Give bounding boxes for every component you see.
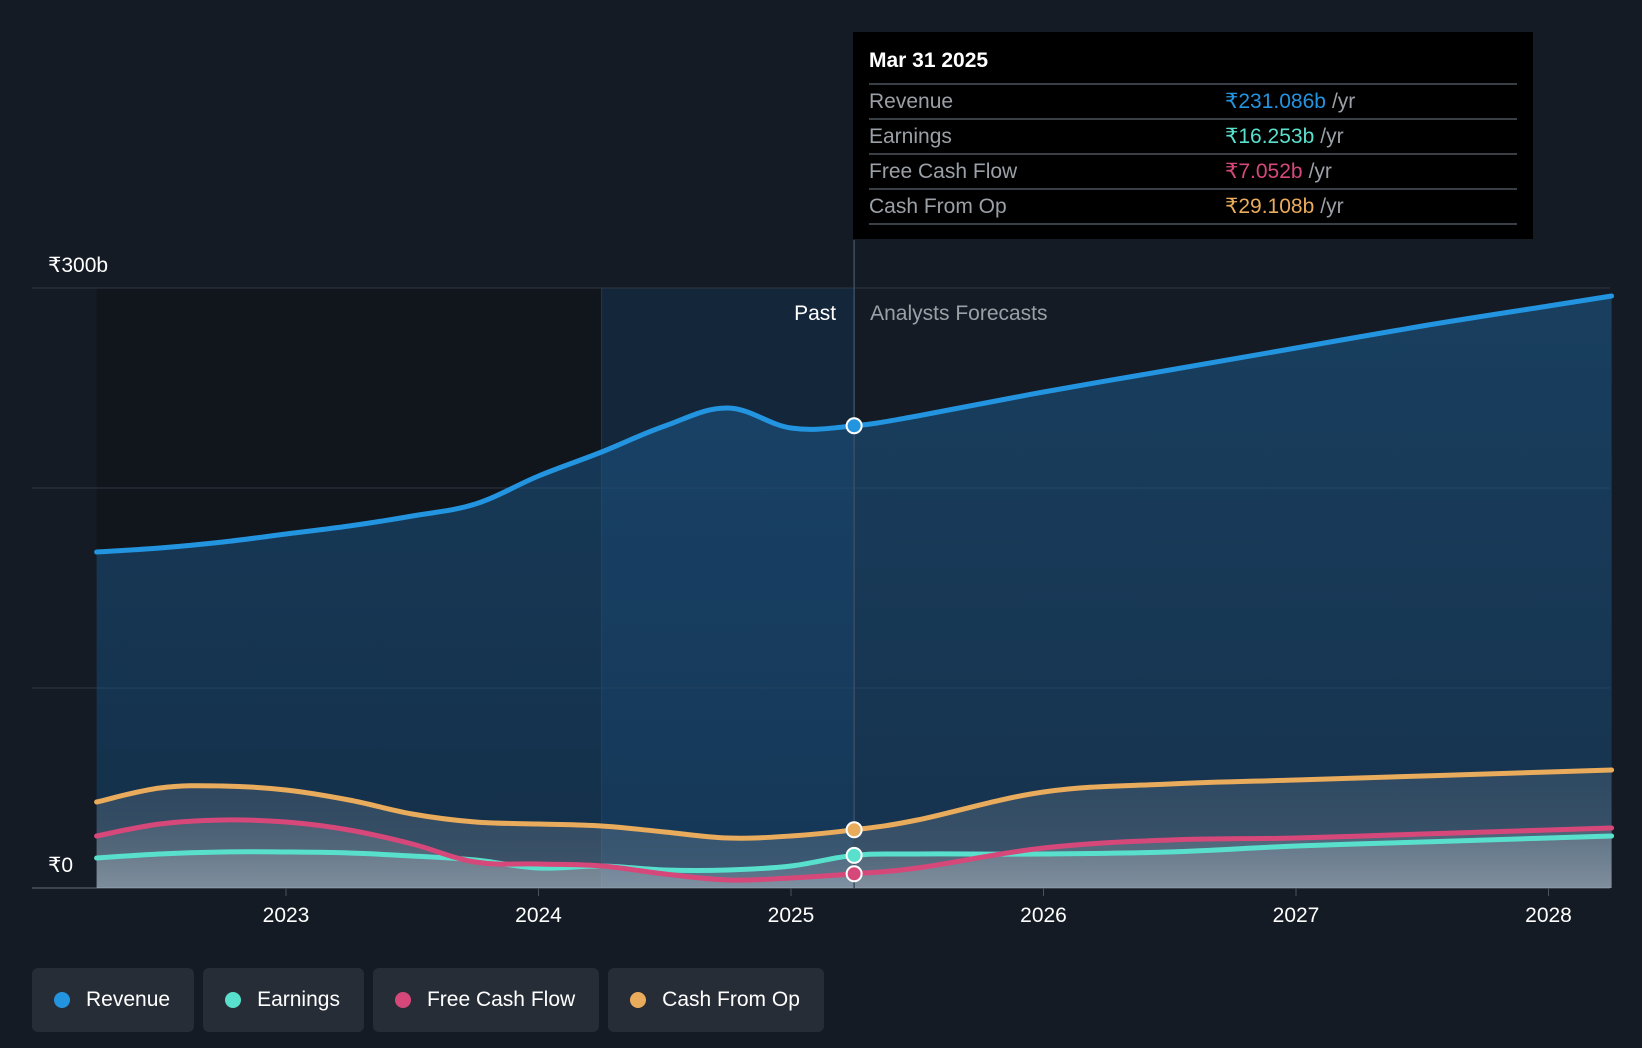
tooltip-unit: /yr: [1308, 160, 1332, 183]
past-label: Past: [794, 302, 836, 325]
earnings-dot-icon: [225, 992, 242, 1008]
tooltip-value: ₹29.108b: [1225, 195, 1315, 218]
earnings-line: [94, 833, 1615, 874]
earnings-marker: [845, 846, 863, 864]
tooltip-value: ₹7.052b: [1225, 160, 1303, 183]
free-cash-flow-dot-icon: [394, 992, 411, 1008]
legend: Revenue Earnings Free Cash Flow Cash Fro…: [32, 968, 824, 1032]
x-tick-label: 2023: [263, 904, 310, 927]
x-tick-label: 2026: [1020, 904, 1067, 927]
tooltip-date: Mar 31 2025: [869, 46, 1517, 85]
legend-label: Earnings: [257, 988, 340, 1011]
tooltip-unit: /yr: [1331, 90, 1356, 113]
x-tick-label: 2028: [1525, 904, 1572, 927]
tooltip-label: Earnings: [869, 125, 952, 148]
legend-item-earnings[interactable]: Earnings: [203, 968, 364, 1032]
legend-label: Revenue: [86, 988, 171, 1011]
revenue-dot-icon: [54, 992, 70, 1008]
revenue-line: [94, 293, 1615, 555]
tooltip-label: Revenue: [869, 90, 954, 113]
tooltip-label: Cash From Op: [869, 195, 1007, 218]
forecast-label: Analysts Forecasts: [870, 302, 1047, 325]
tooltip: Mar 31 2025 Revenue ₹231.086b /yr Earnin…: [853, 32, 1533, 239]
x-tick-label: 2025: [768, 904, 815, 927]
tooltip-value: ₹16.253b: [1225, 125, 1315, 148]
tooltip-unit: /yr: [1320, 125, 1344, 148]
free-cash-flow-marker: [845, 865, 863, 883]
x-tick-label: 2027: [1273, 904, 1320, 927]
tooltip-row-earnings: Earnings ₹16.253b /yr: [869, 120, 1517, 155]
cash-from-op-line: [94, 767, 1615, 841]
chart-area: ₹300b ₹0 Past Analysts Forecasts 2023 2024 202…: [32, 240, 1615, 927]
legend-item-free-cash-flow[interactable]: Free Cash Flow: [372, 968, 600, 1032]
tooltip-unit: /yr: [1320, 195, 1344, 218]
x-tick-label: 2024: [515, 904, 562, 927]
tooltip-row-cash-from-op: Cash From Op ₹29.108b /yr: [869, 190, 1517, 225]
cash-from-op-dot-icon: [630, 992, 647, 1008]
tooltip-label: Free Cash Flow: [869, 160, 1018, 183]
cash-from-op-marker: [845, 821, 863, 839]
tooltip-value: ₹231.086b: [1225, 90, 1326, 113]
legend-item-cash-from-op[interactable]: Cash From Op: [608, 968, 824, 1032]
y-axis-bottom-label: ₹0: [48, 854, 73, 877]
free-cash-flow-line: [94, 817, 1615, 883]
tooltip-row-free-cash-flow: Free Cash Flow ₹7.052b /yr: [869, 155, 1517, 190]
legend-item-revenue[interactable]: Revenue: [32, 968, 195, 1032]
tooltip-row-revenue: Revenue ₹231.086b /yr: [869, 85, 1517, 120]
y-axis-top-label: ₹300b: [48, 254, 108, 277]
revenue-marker: [845, 417, 863, 435]
legend-label: Cash From Op: [662, 988, 800, 1011]
legend-label: Free Cash Flow: [426, 988, 576, 1011]
